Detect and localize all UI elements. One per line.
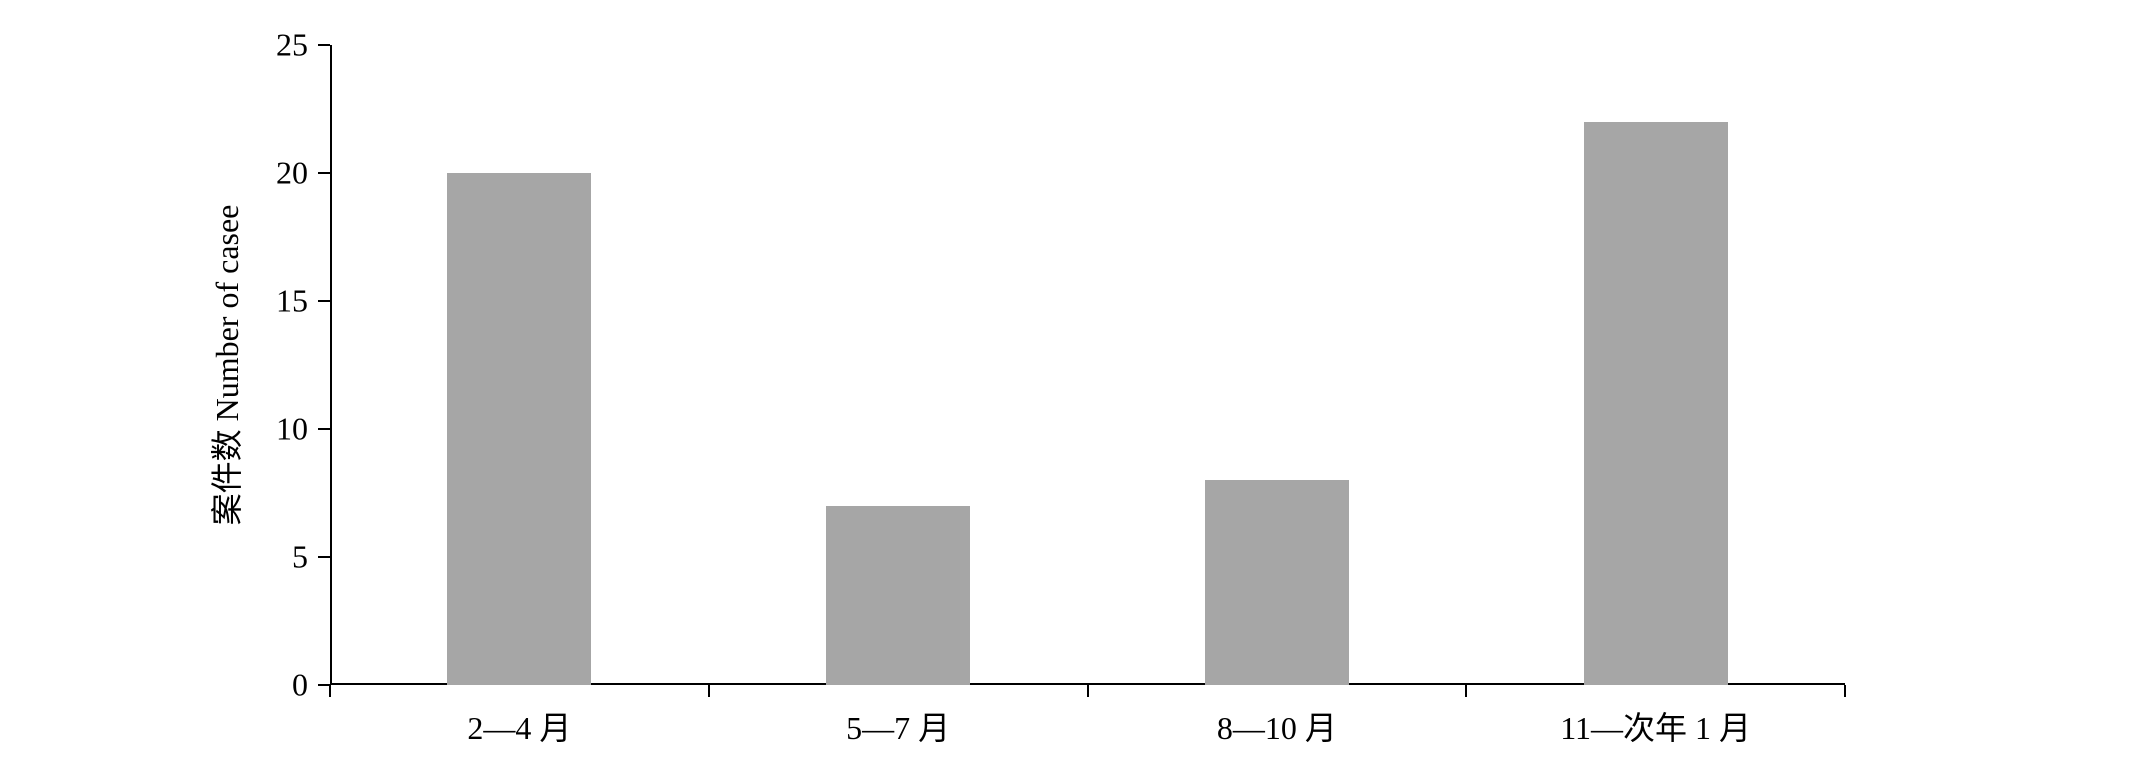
bar [1205,480,1349,685]
x-tick-label: 8—10 月 [1217,703,1337,749]
bar-chart: 0 5 10 15 20 25 案件数 Number of casee 2—4 月 5—7 月 8… [0,0,2140,763]
y-tick [318,556,330,558]
x-tick-label: 5—7 月 [846,703,950,749]
y-tick [318,44,330,46]
y-tick-label: 25 [238,27,308,64]
y-tick-label: 10 [238,411,308,448]
x-tick [1844,685,1846,697]
y-tick-label: 20 [238,155,308,192]
y-axis-line [330,45,332,685]
y-tick [318,428,330,430]
x-tick [1087,685,1089,697]
y-tick [318,300,330,302]
x-tick-label: 2—4 月 [467,703,571,749]
bar [1584,122,1728,685]
y-tick [318,172,330,174]
y-tick-label: 5 [238,539,308,576]
x-tick [1465,685,1467,697]
y-tick-label: 15 [238,283,308,320]
y-tick-label: 0 [238,667,308,704]
x-tick-label: 11—次年 1 月 [1560,703,1751,749]
x-tick [329,685,331,697]
x-tick [708,685,710,697]
y-axis-title: 案件数 Number of casee [202,205,248,526]
bar [826,506,970,685]
bar [447,173,591,685]
